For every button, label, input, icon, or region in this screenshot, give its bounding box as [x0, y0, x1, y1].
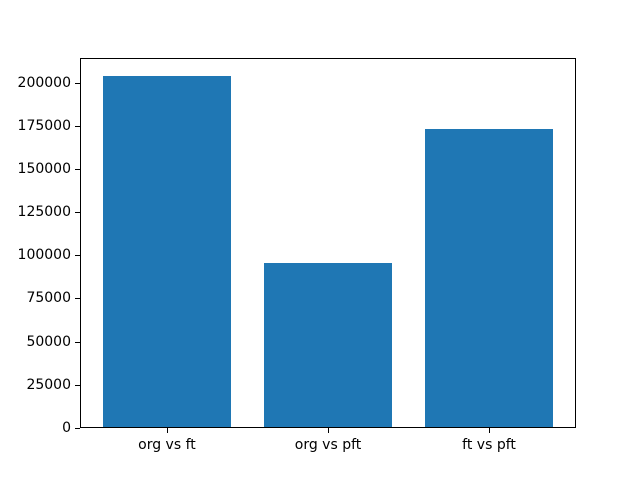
- plot-area: [80, 58, 576, 428]
- y-tick-mark: [75, 341, 80, 343]
- bar-org-vs-pft: [263, 263, 393, 427]
- x-tick-mark: [166, 428, 168, 433]
- y-tick-label: 200000: [17, 74, 71, 91]
- x-tick-label: ft vs pft: [462, 437, 516, 453]
- x-tick-label: org vs pft: [294, 437, 362, 453]
- y-tick-mark: [75, 255, 80, 257]
- y-tick-mark: [75, 168, 80, 170]
- y-tick-mark: [75, 82, 80, 84]
- y-tick-label: 150000: [17, 160, 71, 177]
- y-tick-label: 50000: [26, 333, 71, 350]
- y-tick-mark: [75, 384, 80, 386]
- x-tick-mark: [328, 428, 329, 433]
- y-tick-label: 100000: [17, 247, 71, 264]
- y-tick-label: 125000: [17, 204, 71, 221]
- y-tick-label: 75000: [26, 290, 71, 307]
- y-tick-mark: [75, 125, 80, 127]
- y-tick-label: 175000: [17, 117, 71, 134]
- y-tick-mark: [75, 428, 80, 429]
- y-tick-mark: [75, 212, 80, 214]
- bar-org-vs-ft: [102, 75, 232, 427]
- x-tick-mark: [489, 428, 491, 433]
- x-tick-label: org vs ft: [138, 437, 196, 453]
- y-tick-label: 0: [62, 420, 71, 436]
- y-tick-mark: [75, 298, 80, 300]
- y-tick-label: 25000: [26, 376, 71, 393]
- bar-ft-vs-pft: [424, 129, 554, 427]
